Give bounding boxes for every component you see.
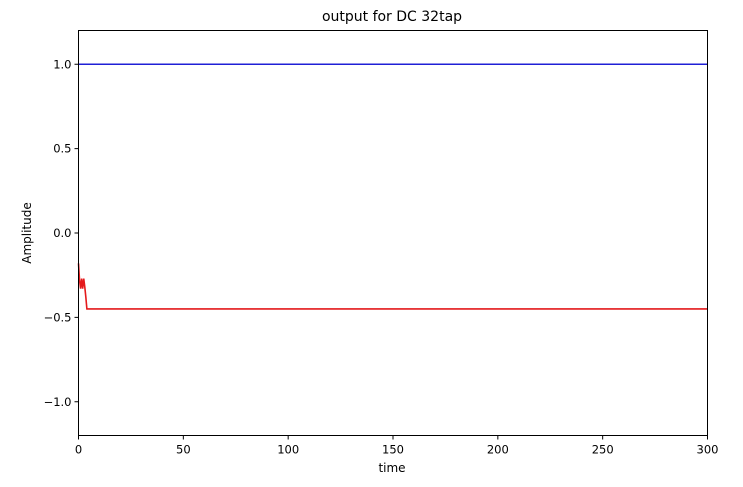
plot-area-frame xyxy=(78,30,708,436)
x-tick-label: 200 xyxy=(487,443,509,457)
y-tick-label: −0.5 xyxy=(44,310,72,324)
x-tick-label: 100 xyxy=(277,443,299,457)
x-tick-label: 0 xyxy=(75,443,82,457)
y-tick-label: 1.0 xyxy=(53,57,71,71)
y-tick-label: 0.0 xyxy=(53,226,71,240)
series-line-2 xyxy=(77,263,708,310)
x-tick-label: 300 xyxy=(697,443,719,457)
series-layer xyxy=(77,63,708,310)
y-axis-label: Amplitude xyxy=(20,202,34,264)
x-tick-label: 250 xyxy=(592,443,614,457)
x-tick-label: 150 xyxy=(382,443,404,457)
chart-title: output for DC 32tap xyxy=(322,9,462,25)
y-tick-label: 0.5 xyxy=(53,142,71,156)
x-axis-label: time xyxy=(378,461,405,475)
x-tick-label: 50 xyxy=(176,443,191,457)
ticks-layer: 0 50 100 150 200 250 300 1.0 0.5 0.0 −0.5 −1.0 xyxy=(44,57,719,456)
y-tick-label: −1.0 xyxy=(44,395,72,409)
